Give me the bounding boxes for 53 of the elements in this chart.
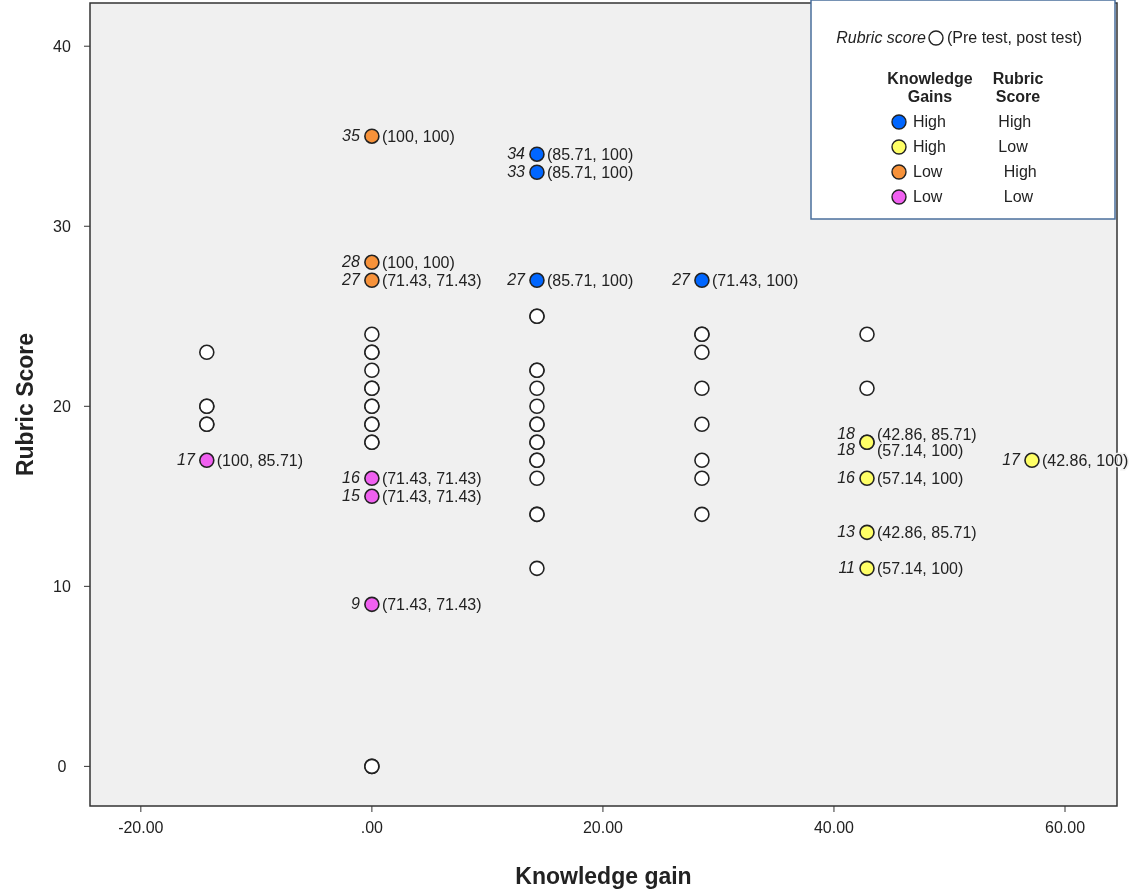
y-tick-label: 40 (53, 38, 71, 56)
data-label: 17 (177, 451, 196, 469)
x-tick-label: 60.00 (1044, 819, 1086, 836)
legend-label: Low High (913, 163, 1037, 180)
annotation: (57.14, 100) (877, 560, 964, 578)
data-label: 16 (837, 469, 856, 487)
annotation: (85.71, 100) (546, 272, 634, 290)
legend-label: High Low (913, 138, 1029, 155)
legend-label: High High (913, 113, 1032, 130)
annotation: (85.71, 100) (546, 164, 634, 182)
annotation: (100, 100) (381, 254, 455, 272)
x-axis-title: Knowledge gain (515, 863, 692, 889)
y-tick-label: 0 (57, 758, 67, 776)
data-label: 27 (341, 271, 361, 289)
annotation: (71.43, 71.43) (381, 488, 482, 506)
data-label: 18 (837, 441, 856, 459)
annotation: (71.43, 71.43) (381, 470, 482, 488)
y-axis-title: Rubric Score (12, 332, 38, 477)
data-label: 28 (341, 253, 360, 271)
x-tick-label: 20.00 (582, 819, 624, 836)
data-label: 27 (671, 271, 692, 289)
annotation: Rubric Score (992, 70, 1044, 105)
annotation: (85.71, 100) (546, 146, 634, 164)
data-label: 13 (837, 523, 856, 541)
data-label: 34 (507, 145, 526, 163)
data-label: 17 (1002, 451, 1022, 469)
annotation: (42.86, 85.71) (877, 524, 977, 542)
annotation: (100, 100) (381, 128, 455, 146)
y-tick-label: 10 (53, 578, 71, 596)
data-label: 11 (838, 559, 856, 577)
annotation: (71.43, 100) (711, 272, 799, 290)
legend-title: Rubric score (836, 29, 927, 46)
annotation: (71.43, 71.43) (381, 596, 482, 614)
annotation: (100, 85.71) (216, 452, 304, 470)
data-label: 15 (342, 487, 360, 505)
annotation: (71.43, 71.43) (381, 272, 482, 290)
data-label: 27 (506, 271, 527, 289)
annotation: (57.14, 100) (877, 470, 964, 488)
annotation: (42.86, 85.71) (877, 426, 977, 444)
data-label: 9 (350, 595, 360, 613)
legend-label: Low Low (913, 188, 1034, 205)
data-label: 16 (342, 469, 360, 487)
x-tick-label: -20.00 (118, 819, 164, 836)
data-label: 35 (342, 127, 360, 145)
x-tick-label: 40.00 (813, 819, 855, 836)
annotation: (57.14, 100) (877, 442, 964, 460)
legend-label: (Pre test, post test) (947, 29, 1083, 46)
data-label: 33 (507, 163, 526, 181)
data-label: 18 (837, 425, 856, 443)
x-tick-label: .00 (360, 819, 384, 836)
y-tick-label: 20 (53, 398, 71, 416)
y-tick-label: 30 (53, 218, 71, 236)
annotation: Knowledge Gains (887, 70, 973, 105)
